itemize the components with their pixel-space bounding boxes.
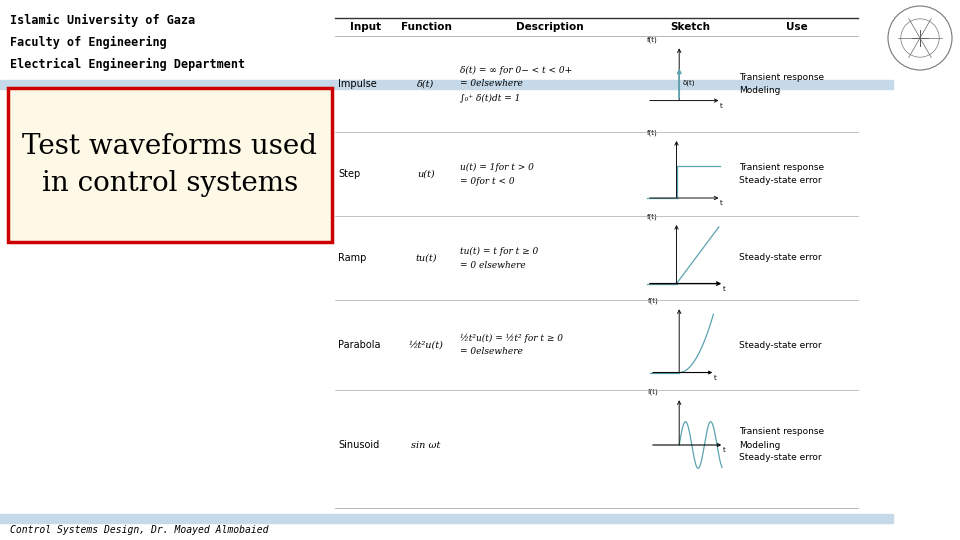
- Text: = 0elsewhere: = 0elsewhere: [460, 79, 523, 89]
- Text: δ(t) = ∞ for 0− < t < 0+: δ(t) = ∞ for 0− < t < 0+: [460, 65, 572, 75]
- Text: Steady-state error: Steady-state error: [739, 454, 822, 462]
- Text: tu(t) = t for t ≥ 0: tu(t) = t for t ≥ 0: [460, 246, 539, 255]
- Text: Islamic University of Gaza: Islamic University of Gaza: [10, 14, 195, 27]
- Text: Transient response: Transient response: [739, 73, 824, 82]
- Text: Sinusoid: Sinusoid: [338, 440, 379, 450]
- Text: Modeling: Modeling: [739, 86, 780, 95]
- Text: Step: Step: [338, 169, 360, 179]
- Text: Modeling: Modeling: [739, 441, 780, 449]
- Text: f(t): f(t): [648, 298, 659, 305]
- Text: tu(t): tu(t): [416, 253, 437, 262]
- Text: f(t): f(t): [648, 389, 659, 395]
- Text: Test waveforms used
in control systems: Test waveforms used in control systems: [22, 133, 318, 197]
- Text: f(t): f(t): [647, 213, 658, 220]
- Text: sin ωt: sin ωt: [411, 441, 441, 449]
- Text: Transient response: Transient response: [739, 428, 824, 436]
- Text: Parabola: Parabola: [338, 340, 380, 350]
- Text: t: t: [720, 200, 723, 206]
- Text: t: t: [722, 447, 725, 453]
- Text: δ(t): δ(t): [683, 80, 695, 86]
- Text: = 0elsewhere: = 0elsewhere: [460, 348, 523, 356]
- Text: Steady-state error: Steady-state error: [739, 253, 822, 262]
- Text: = 0for t < 0: = 0for t < 0: [460, 177, 515, 186]
- Text: f(t): f(t): [647, 37, 658, 43]
- Text: Electrical Engineering Department: Electrical Engineering Department: [10, 58, 245, 71]
- Text: Impulse: Impulse: [338, 79, 376, 89]
- Text: t: t: [722, 286, 725, 292]
- Text: = 0 elsewhere: = 0 elsewhere: [460, 260, 526, 269]
- Text: Use: Use: [785, 22, 807, 32]
- Text: δ(t): δ(t): [418, 79, 435, 89]
- Text: Steady-state error: Steady-state error: [739, 341, 822, 349]
- Text: Sketch: Sketch: [670, 22, 710, 32]
- Text: Transient response: Transient response: [739, 163, 824, 172]
- Text: Control Systems Design, Dr. Moayed Almobaied: Control Systems Design, Dr. Moayed Almob…: [10, 525, 269, 535]
- Text: f(t): f(t): [647, 130, 658, 136]
- Text: Description: Description: [516, 22, 584, 32]
- Text: ½t²u(t): ½t²u(t): [409, 341, 444, 349]
- Text: Input: Input: [350, 22, 381, 32]
- Text: Function: Function: [400, 22, 451, 32]
- Text: Ramp: Ramp: [338, 253, 367, 263]
- Text: t: t: [713, 375, 716, 381]
- Text: Steady-state error: Steady-state error: [739, 176, 822, 185]
- Text: Faculty of Engineering: Faculty of Engineering: [10, 36, 167, 49]
- Text: ∫₀⁺ δ(t)dt = 1: ∫₀⁺ δ(t)dt = 1: [460, 93, 520, 103]
- Text: u(t) = 1for t > 0: u(t) = 1for t > 0: [460, 163, 534, 172]
- Bar: [0, 514, 893, 523]
- Text: u(t): u(t): [418, 170, 435, 179]
- Text: t: t: [720, 103, 723, 109]
- Bar: [0, 80, 893, 89]
- FancyBboxPatch shape: [8, 88, 332, 242]
- Text: ½t²u(t) = ½t² for t ≥ 0: ½t²u(t) = ½t² for t ≥ 0: [460, 333, 563, 343]
